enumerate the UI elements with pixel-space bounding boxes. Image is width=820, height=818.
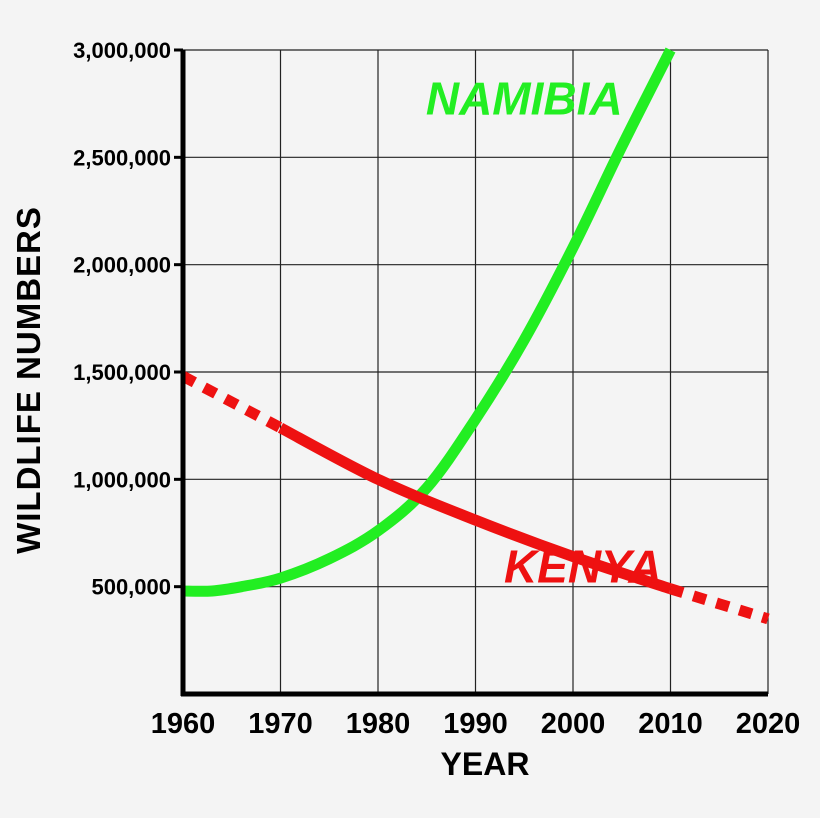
series-label-namibia: NAMIBIA <box>426 72 623 124</box>
x-tick-label: 1980 <box>346 708 411 740</box>
y-axis-title: WILDLIFE NUMBERS <box>10 206 47 554</box>
grid <box>183 49 769 694</box>
y-tick-label: 500,000 <box>91 575 171 600</box>
x-tick-label: 2000 <box>541 708 606 740</box>
x-tick-label: 1990 <box>443 708 508 740</box>
y-tick-label: 2,500,000 <box>73 145 171 170</box>
series-line-namibia-solid <box>182 47 676 597</box>
y-tick-label: 1,000,000 <box>73 467 171 492</box>
x-tick-label: 1960 <box>151 708 216 740</box>
series-line-kenya-dashed <box>668 583 770 625</box>
series-line-kenya-solid <box>277 422 673 595</box>
axes <box>174 48 768 697</box>
series-lines <box>180 47 770 625</box>
series-line-kenya-dashed <box>180 371 284 433</box>
y-tick-label: 3,000,000 <box>73 38 171 63</box>
x-tick-label: 2020 <box>736 708 801 740</box>
x-tick-label: 1970 <box>248 708 313 740</box>
series-label-kenya: KENYA <box>504 540 662 592</box>
x-tick-label: 2010 <box>638 708 703 740</box>
y-tick-label: 2,000,000 <box>73 253 171 278</box>
x-axis-title: YEAR <box>441 746 530 782</box>
series-annotations: NAMIBIA KENYA <box>426 72 662 592</box>
y-tick-label: 1,500,000 <box>73 360 171 385</box>
tick-labels: 500,000 1,000,000 1,500,000 2,000,000 2,500,… <box>73 38 800 740</box>
